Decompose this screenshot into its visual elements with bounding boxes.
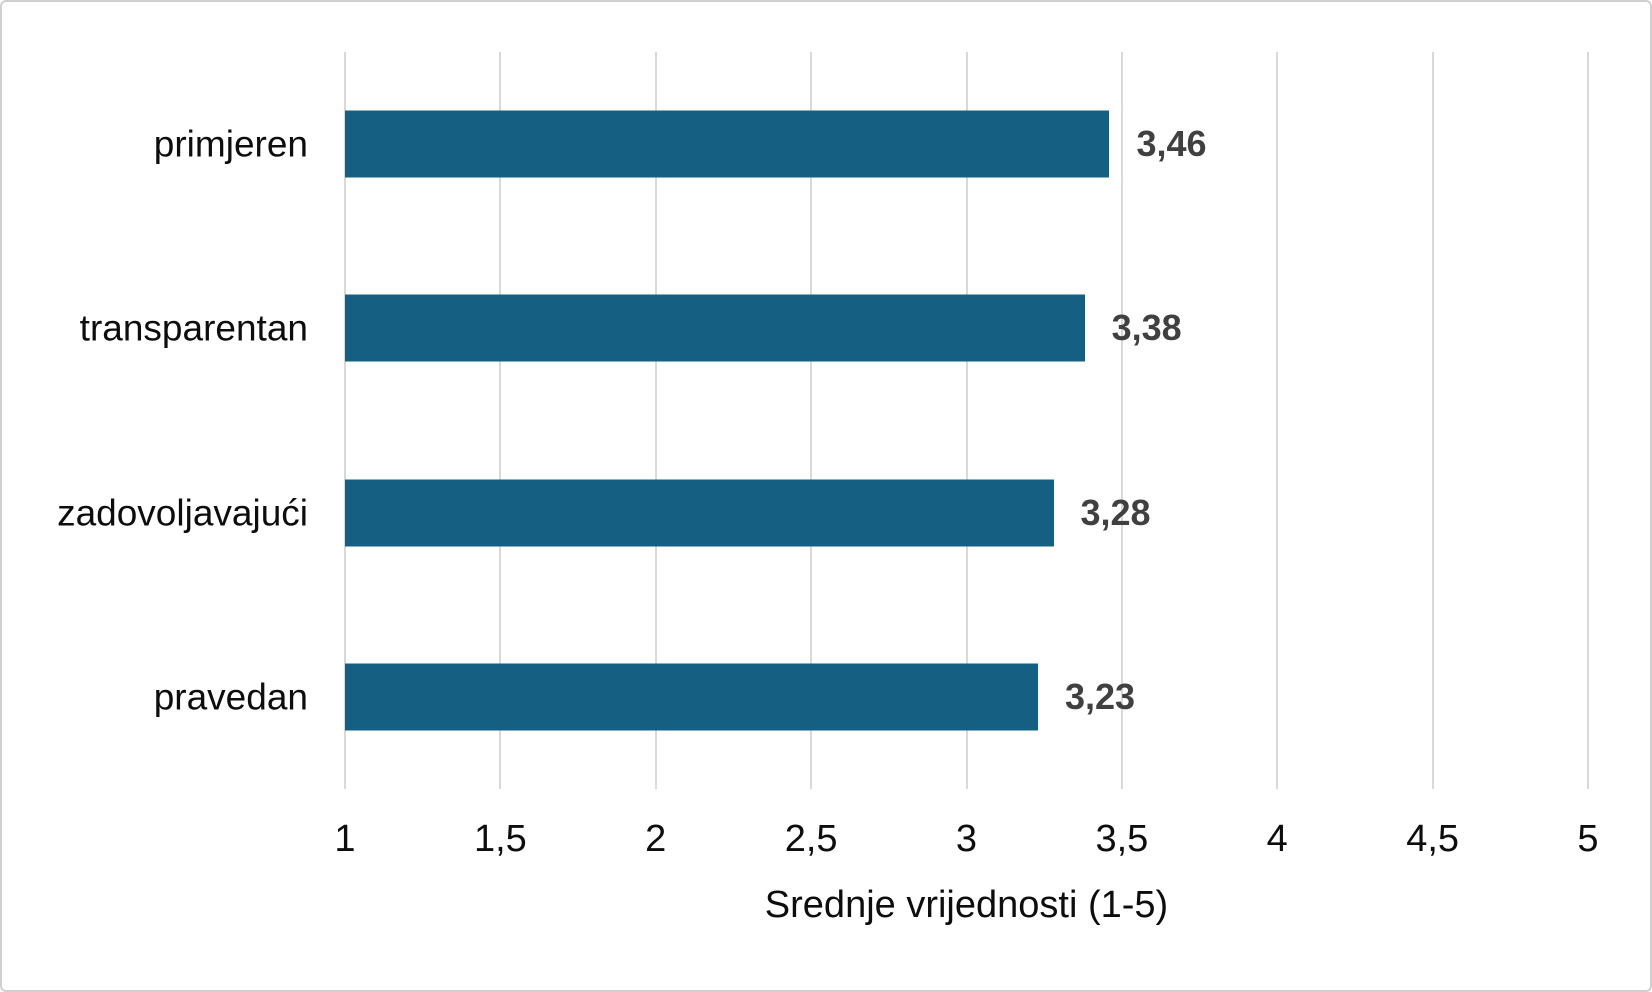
bar-transparentan [345, 294, 1085, 362]
bar-zadovoljavajući [345, 479, 1054, 547]
vertical-gridline [1431, 52, 1434, 789]
value-label-pravedan: 3,23 [1064, 675, 1136, 717]
x-tick-label-3: 3 [955, 818, 978, 860]
x-tick-label-4: 4 [1266, 818, 1288, 860]
x-axis-title: Srednje vrijednosti (1-5) [764, 884, 1169, 926]
vertical-gridline [965, 52, 968, 789]
x-tick-label-5: 5 [1577, 818, 1599, 860]
vertical-gridline [654, 52, 657, 789]
vertical-gridline [1587, 52, 1589, 789]
x-tick-label-4,5: 4,5 [1406, 818, 1460, 860]
category-label-transparentan: transparentan [79, 307, 308, 349]
x-axis-tick-labels: 1 1,5 2 2,5 3 3,5 4 4,5 5 [334, 814, 1598, 864]
category-label-zadovoljavajući: zadovoljavajući [57, 492, 308, 534]
x-tick-label-2,5: 2,5 [784, 818, 838, 860]
x-tick-label-3,5: 3,5 [1095, 818, 1149, 860]
value-label-transparentan: 3,38 [1111, 307, 1182, 349]
bar-pravedan [345, 663, 1038, 731]
x-tick-label-2: 2 [645, 818, 667, 860]
vertical-gridline [1276, 52, 1279, 789]
category-label-primjeren: primjeren [153, 123, 308, 165]
category-axis-labels: primjeren transparentan zadovoljavajući pra… [2, 52, 345, 789]
vertical-gridline [499, 52, 502, 789]
vertical-gridline [344, 52, 346, 789]
x-tick-label-1,5: 1,5 [473, 818, 527, 860]
bar-primjeren [345, 110, 1110, 178]
category-label-pravedan: pravedan [153, 676, 308, 718]
vertical-gridline [1120, 52, 1123, 789]
vertical-gridline [810, 52, 813, 789]
value-label-primjeren: 3,46 [1136, 123, 1207, 165]
plot-area: 3,46 3,38 3,28 3,23 [344, 52, 1589, 789]
value-label-zadovoljavajući: 3,28 [1080, 491, 1151, 533]
x-tick-label-1: 1 [334, 818, 356, 860]
